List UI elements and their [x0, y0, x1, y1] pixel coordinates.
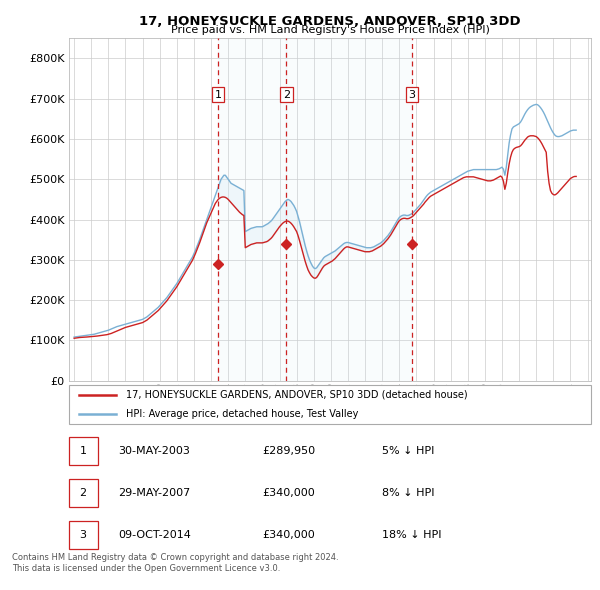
FancyBboxPatch shape [69, 521, 98, 549]
Text: 29-MAY-2007: 29-MAY-2007 [119, 488, 191, 498]
Text: £340,000: £340,000 [262, 530, 315, 540]
Text: Price paid vs. HM Land Registry's House Price Index (HPI): Price paid vs. HM Land Registry's House … [170, 25, 490, 35]
Text: 09-OCT-2014: 09-OCT-2014 [119, 530, 191, 540]
Text: 18% ↓ HPI: 18% ↓ HPI [382, 530, 442, 540]
Text: 2: 2 [283, 90, 290, 100]
Bar [286, 38, 412, 381]
Text: 5% ↓ HPI: 5% ↓ HPI [382, 446, 434, 456]
FancyBboxPatch shape [69, 385, 591, 424]
Text: 1: 1 [80, 446, 86, 456]
FancyBboxPatch shape [69, 479, 98, 507]
Text: 3: 3 [409, 90, 416, 100]
Text: 8% ↓ HPI: 8% ↓ HPI [382, 488, 434, 498]
Text: 30-MAY-2003: 30-MAY-2003 [119, 446, 190, 456]
Text: £340,000: £340,000 [262, 488, 315, 498]
Text: 17, HONEYSUCKLE GARDENS, ANDOVER, SP10 3DD: 17, HONEYSUCKLE GARDENS, ANDOVER, SP10 3… [139, 15, 521, 28]
Bar [218, 38, 286, 381]
Text: 2: 2 [80, 488, 86, 498]
Text: £289,950: £289,950 [262, 446, 315, 456]
Text: HPI: Average price, detached house, Test Valley: HPI: Average price, detached house, Test… [127, 408, 359, 418]
Text: 1: 1 [214, 90, 221, 100]
Text: 3: 3 [80, 530, 86, 540]
FancyBboxPatch shape [69, 437, 98, 465]
Text: 17, HONEYSUCKLE GARDENS, ANDOVER, SP10 3DD (detached house): 17, HONEYSUCKLE GARDENS, ANDOVER, SP10 3… [127, 390, 468, 399]
Text: Contains HM Land Registry data © Crown copyright and database right 2024.
This d: Contains HM Land Registry data © Crown c… [12, 553, 338, 573]
